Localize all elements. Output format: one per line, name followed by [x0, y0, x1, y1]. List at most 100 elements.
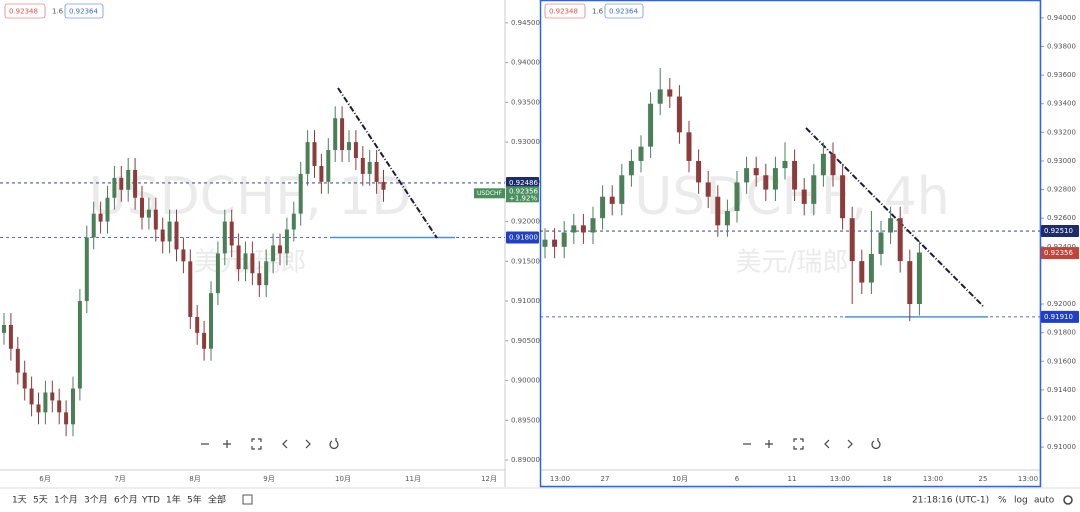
zoom-in-button[interactable]	[765, 440, 773, 448]
level-label: 0.92510	[1044, 227, 1073, 235]
scale-option[interactable]: auto	[1034, 496, 1055, 506]
watermark-title: USDCHF, 4h	[634, 167, 950, 227]
candle-body	[112, 177, 117, 198]
candle-body	[542, 239, 548, 247]
y-tick-label: 0.93000	[1047, 157, 1076, 165]
candle-body	[907, 261, 913, 305]
y-tick-label: 0.93200	[1047, 128, 1076, 136]
header-box	[544, 3, 586, 19]
candle-body	[57, 400, 62, 413]
y-tick-label: 0.90500	[511, 337, 540, 345]
scale-option[interactable]: log	[1014, 496, 1028, 506]
candle-body	[552, 239, 558, 247]
candle-body	[628, 160, 634, 176]
reset-view-button[interactable]	[793, 438, 804, 450]
candle-body	[153, 209, 158, 230]
y-tick-label: 0.92400	[1047, 243, 1076, 251]
x-tick-label: 27	[601, 475, 610, 483]
range-button[interactable]: 6个月	[114, 495, 138, 506]
x-tick-label: 6月	[39, 475, 50, 483]
header-value: 0.92364	[609, 8, 638, 16]
range-button[interactable]: 1天	[12, 496, 27, 506]
candle-body	[22, 372, 27, 389]
scroll-right-button[interactable]	[305, 439, 311, 449]
range-button[interactable]: 1个月	[54, 495, 78, 506]
candle-body	[374, 161, 379, 182]
candle-body	[744, 168, 750, 183]
candle-body	[146, 209, 151, 218]
zoom-controls	[743, 438, 881, 450]
candle-body	[188, 261, 193, 317]
watermark-subtitle: 美元/瑞郎	[194, 248, 307, 278]
reset-view-button[interactable]	[251, 438, 262, 450]
range-button[interactable]: YTD	[141, 496, 160, 506]
candle-body	[298, 173, 303, 214]
candle-body	[381, 181, 386, 190]
scroll-left-button[interactable]	[282, 439, 288, 449]
symbol-label: USDCHF	[477, 190, 503, 197]
candle-body	[840, 175, 846, 219]
header-box	[4, 3, 46, 19]
candle-body	[734, 182, 740, 212]
candle-body	[215, 253, 220, 294]
watermark-subtitle: 美元/瑞郎	[736, 248, 849, 278]
x-tick-label: 25	[979, 475, 988, 483]
scale-option[interactable]: %	[998, 496, 1007, 506]
range-button[interactable]: 全部	[208, 494, 226, 506]
candle-body	[868, 253, 874, 283]
y-tick-label: 0.90000	[511, 377, 540, 385]
y-tick-label: 0.91000	[1047, 443, 1076, 451]
range-button[interactable]: 3个月	[84, 495, 108, 506]
y-tick-label: 0.91500	[511, 257, 540, 265]
range-button[interactable]: 1年	[166, 494, 181, 506]
header-value: 0.92348	[549, 8, 578, 16]
x-tick-label: 12月	[481, 475, 497, 483]
scroll-left-button[interactable]	[824, 439, 830, 449]
zoom-in-button[interactable]	[223, 440, 231, 448]
candle-body	[98, 213, 103, 222]
x-tick-label: 11月	[405, 475, 421, 483]
candle-body	[326, 150, 331, 182]
candle-body	[278, 245, 282, 254]
last-price-change: +1.92%	[509, 194, 537, 202]
candle-body	[43, 392, 48, 413]
level-tag	[1041, 310, 1079, 323]
y-tick-label: 0.94000	[1047, 14, 1076, 22]
candle-body	[849, 218, 855, 262]
compare-button[interactable]	[242, 494, 253, 505]
candle-body	[222, 221, 227, 254]
candle-body	[167, 221, 172, 242]
scroll-right-button[interactable]	[847, 439, 853, 449]
x-tick-label: 6	[735, 475, 740, 483]
header-value: 0.92364	[69, 8, 98, 16]
candle-body	[119, 177, 124, 190]
x-tick-label: 8月	[189, 475, 200, 483]
candle-body	[580, 225, 586, 233]
range-button[interactable]: 5年	[187, 494, 202, 506]
candle-body	[811, 175, 817, 204]
y-tick-label: 0.93400	[1047, 100, 1076, 108]
candle-body	[619, 175, 625, 204]
settings-button[interactable]	[1063, 495, 1073, 505]
x-tick-label: 13:00	[830, 475, 850, 483]
range-button[interactable]: 5天	[33, 496, 48, 506]
x-tick-label: 18	[883, 475, 892, 483]
candle-body	[126, 169, 131, 190]
refresh-button[interactable]	[329, 438, 339, 449]
candle-body	[792, 160, 798, 190]
candle-body	[250, 253, 255, 274]
candle-body	[888, 218, 894, 233]
y-tick-label: 0.91400	[1047, 386, 1076, 394]
candle-body	[676, 96, 682, 133]
y-tick-label: 0.92000	[511, 218, 540, 226]
candle-body	[174, 221, 179, 250]
candle-body	[753, 168, 759, 176]
refresh-button[interactable]	[871, 438, 881, 449]
candle-body	[257, 273, 262, 286]
candle-body	[133, 169, 138, 198]
y-tick-label: 0.91000	[511, 297, 540, 305]
candle-body	[561, 232, 567, 247]
candle-body	[2, 324, 6, 333]
level-label: 0.91800	[509, 233, 538, 241]
x-tick-label: 13:00	[923, 475, 943, 483]
